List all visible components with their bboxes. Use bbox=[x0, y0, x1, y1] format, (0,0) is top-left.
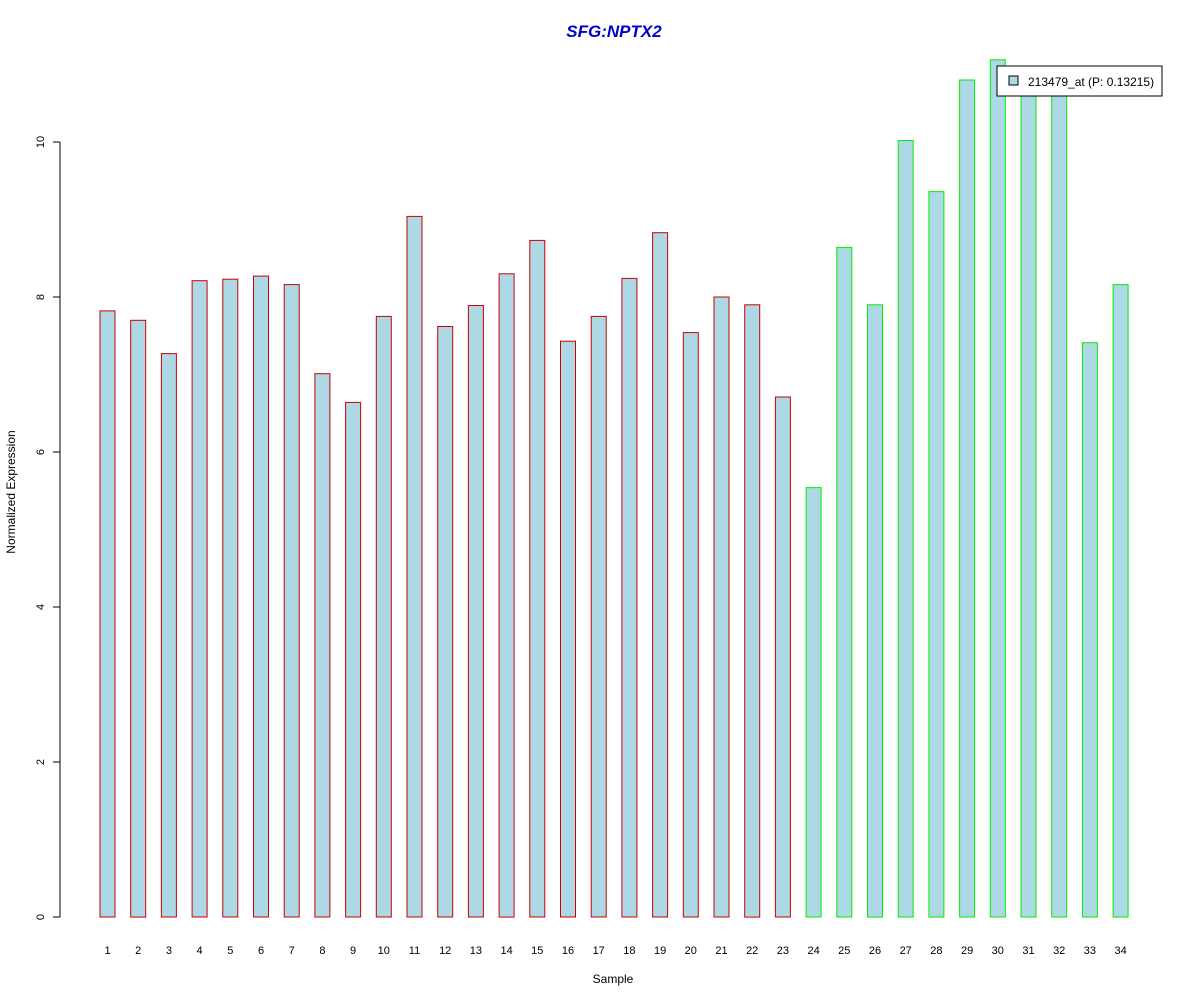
bar-sample-26 bbox=[867, 304, 883, 918]
bar-sample-27 bbox=[897, 140, 914, 918]
x-tick-label: 23 bbox=[777, 945, 789, 957]
x-tick-label: 16 bbox=[562, 945, 574, 957]
bar-sample-20 bbox=[682, 332, 699, 918]
y-axis-title: Normalized Expression bbox=[4, 430, 18, 553]
x-tick-label: 19 bbox=[654, 945, 666, 957]
bar-sample-29 bbox=[959, 79, 976, 918]
x-axis-title: Sample bbox=[593, 972, 634, 986]
x-tick-label: 33 bbox=[1084, 945, 1096, 957]
x-tick-label: 17 bbox=[593, 945, 605, 957]
x-tick-label: 5 bbox=[227, 945, 233, 957]
y-tick-label: 10 bbox=[35, 136, 47, 148]
bar-sample-10 bbox=[375, 315, 392, 918]
y-axis: 0 2 4 6 8 10 bbox=[35, 136, 61, 920]
x-tick-label: 14 bbox=[500, 945, 512, 957]
bar-sample-23 bbox=[774, 396, 791, 918]
x-tick-label: 12 bbox=[439, 945, 451, 957]
x-tick-label: 27 bbox=[900, 945, 912, 957]
x-tick-label: 15 bbox=[531, 945, 543, 957]
bar-sample-31 bbox=[1020, 91, 1037, 918]
legend-box bbox=[996, 65, 1163, 97]
x-tick-label: 8 bbox=[319, 945, 325, 957]
bar-sample-18 bbox=[621, 277, 638, 918]
legend-label: 213479_at (P: 0.13215) bbox=[1028, 75, 1154, 89]
chart-title: SFG:NPTX2 bbox=[566, 22, 662, 41]
x-tick-label: 26 bbox=[869, 945, 881, 957]
x-tick-label: 10 bbox=[378, 945, 390, 957]
x-tick-label: 32 bbox=[1053, 945, 1065, 957]
bar-sample-13 bbox=[467, 305, 484, 918]
x-tick-label: 25 bbox=[838, 945, 850, 957]
x-tick-label: 22 bbox=[746, 945, 758, 957]
y-tick-label: 0 bbox=[35, 914, 47, 920]
bar-sample-14 bbox=[498, 273, 515, 918]
bar-sample-11 bbox=[406, 215, 423, 918]
bar-sample-8 bbox=[314, 373, 331, 918]
bar-sample-1 bbox=[99, 310, 116, 918]
bar-sample-16 bbox=[560, 340, 576, 918]
bar-sample-28 bbox=[928, 191, 945, 918]
bar-sample-22 bbox=[744, 304, 761, 918]
bar-sample-4 bbox=[191, 280, 208, 918]
x-tick-label: 7 bbox=[289, 945, 295, 957]
bar-sample-30 bbox=[989, 59, 1006, 918]
bar-sample-7 bbox=[283, 284, 300, 918]
y-tick-label: 6 bbox=[35, 449, 47, 455]
x-tick-label: 21 bbox=[715, 945, 727, 957]
legend-swatch bbox=[1008, 75, 1019, 86]
x-tick-label: 20 bbox=[685, 945, 697, 957]
x-tick-label: 28 bbox=[930, 945, 942, 957]
bar-sample-6 bbox=[253, 275, 269, 918]
bar-sample-5 bbox=[222, 278, 239, 918]
bar-sample-9 bbox=[345, 401, 362, 918]
y-tick-label: 8 bbox=[35, 294, 47, 300]
bar-sample-21 bbox=[713, 296, 730, 918]
y-tick-label: 4 bbox=[35, 604, 47, 610]
bar-sample-34 bbox=[1112, 284, 1129, 918]
bar-sample-15 bbox=[529, 239, 546, 918]
x-tick-label: 2 bbox=[135, 945, 141, 957]
x-tick-label: 4 bbox=[197, 945, 203, 957]
bar-sample-2 bbox=[130, 319, 147, 918]
bar-sample-17 bbox=[590, 315, 607, 918]
bar-sample-24 bbox=[805, 487, 822, 918]
bar-sample-25 bbox=[836, 246, 853, 918]
bar-sample-33 bbox=[1081, 342, 1098, 918]
x-tick-label: 34 bbox=[1114, 945, 1126, 957]
bars-group bbox=[99, 59, 1129, 918]
x-tick-label: 1 bbox=[104, 945, 110, 957]
x-tick-label: 24 bbox=[807, 945, 819, 957]
bar-sample-3 bbox=[160, 353, 177, 918]
y-tick-label: 2 bbox=[35, 759, 47, 765]
bar-sample-12 bbox=[437, 326, 454, 918]
bar-sample-32 bbox=[1051, 91, 1068, 918]
bar-sample-19 bbox=[652, 232, 669, 918]
x-tick-label: 13 bbox=[470, 945, 482, 957]
x-tick-label: 6 bbox=[258, 945, 264, 957]
x-tick-label: 31 bbox=[1022, 945, 1034, 957]
x-tick-label: 9 bbox=[350, 945, 356, 957]
x-tick-label: 30 bbox=[992, 945, 1004, 957]
x-axis-labels: 1 2 3 4 5 6 7 8 9 10 11 12 13 14 15 16 17 18 19 20 21 22 23 24 2… bbox=[104, 945, 1126, 957]
x-tick-label: 3 bbox=[166, 945, 172, 957]
x-tick-label: 11 bbox=[409, 945, 420, 957]
x-tick-label: 29 bbox=[961, 945, 973, 957]
legend: 213479_at (P: 0.13215) bbox=[996, 65, 1163, 97]
x-tick-label: 18 bbox=[623, 945, 635, 957]
